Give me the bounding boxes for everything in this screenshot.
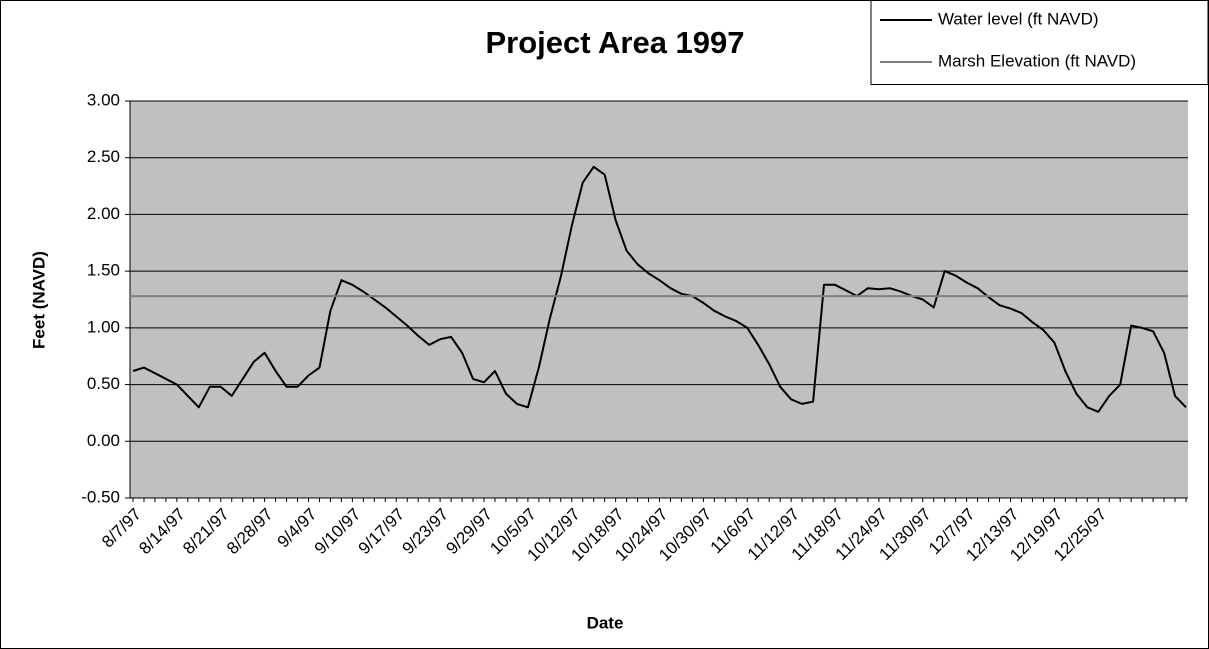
y-tick-label: 1.50 bbox=[87, 261, 120, 280]
y-axis-label: Feet (NAVD) bbox=[29, 251, 48, 349]
y-tick-label: 0.50 bbox=[87, 374, 120, 393]
x-axis-label: Date bbox=[587, 613, 624, 632]
y-tick-label: 2.00 bbox=[87, 204, 120, 223]
legend-label: Marsh Elevation (ft NAVD) bbox=[938, 51, 1136, 70]
y-tick-label: 1.00 bbox=[87, 317, 120, 336]
legend-label: Water level (ft NAVD) bbox=[938, 9, 1099, 28]
chart-title: Project Area 1997 bbox=[485, 25, 744, 60]
legend bbox=[870, 0, 1209, 85]
y-tick-label: 2.50 bbox=[87, 147, 120, 166]
y-tick-label: 3.00 bbox=[87, 90, 120, 109]
water-level-line bbox=[132, 165, 1187, 413]
y-tick-label: -0.50 bbox=[81, 487, 120, 506]
y-tick-label: 0.00 bbox=[87, 431, 120, 450]
plot-area bbox=[130, 101, 1188, 498]
